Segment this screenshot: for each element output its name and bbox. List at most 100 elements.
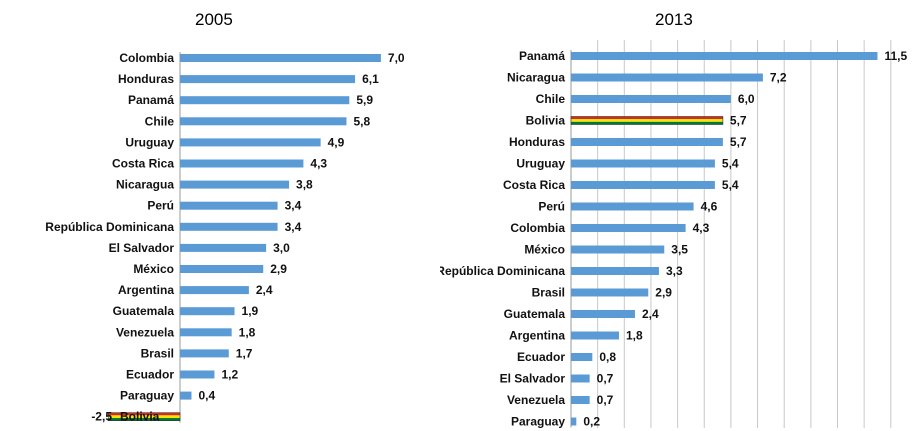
value-label-guatemala: 2,4	[642, 307, 659, 321]
category-label-republica-dominicana: República Dominicana	[440, 264, 565, 278]
value-label-ecuador: 1,2	[221, 368, 238, 382]
value-label-colombia: 4,3	[693, 221, 710, 235]
category-label-bolivia: Bolivia	[120, 410, 160, 424]
category-label-colombia: Colombia	[119, 51, 174, 65]
category-label-chile: Chile	[145, 114, 175, 128]
bar-brasil	[180, 349, 229, 358]
chart-title-2013: 2013	[655, 10, 693, 29]
value-label-argentina: 1,8	[626, 329, 643, 343]
bar-el-salvador	[180, 243, 267, 252]
value-label-costa-rica: 4,3	[310, 157, 327, 171]
value-label-brasil: 1,7	[236, 346, 253, 360]
category-label-argentina: Argentina	[509, 329, 565, 343]
value-label-honduras: 6,1	[362, 72, 379, 86]
value-label-uruguay: 4,9	[328, 135, 345, 149]
category-label-el-salvador: El Salvador	[500, 372, 566, 386]
bar-panama	[571, 52, 878, 60]
bar-ecuador	[180, 370, 215, 379]
category-label-mexico: México	[133, 262, 174, 276]
category-label-brasil: Brasil	[532, 286, 565, 300]
value-label-argentina: 2,4	[256, 283, 273, 297]
value-label-el-salvador: 3,0	[273, 241, 290, 255]
value-label-panama: 5,9	[356, 93, 373, 107]
bar-colombia	[180, 54, 381, 62]
category-label-venezuela: Venezuela	[116, 325, 174, 339]
bar-nicaragua	[571, 73, 763, 82]
bar-bolivia-flag-stripe	[571, 116, 723, 120]
value-label-mexico: 3,5	[671, 243, 688, 257]
bar-mexico	[571, 245, 665, 254]
category-label-costa-rica: Costa Rica	[112, 157, 174, 171]
category-label-venezuela: Venezuela	[507, 393, 565, 407]
category-label-paraguay: Paraguay	[511, 415, 565, 429]
category-label-uruguay: Uruguay	[125, 135, 174, 149]
category-label-uruguay: Uruguay	[516, 157, 565, 171]
category-label-honduras: Honduras	[118, 72, 174, 86]
value-label-republica-dominicana: 3,4	[285, 220, 302, 234]
category-label-panama: Panamá	[128, 93, 174, 107]
value-label-bolivia: -2,5	[91, 410, 112, 424]
bar-uruguay	[180, 138, 321, 147]
bar-nicaragua	[180, 180, 290, 189]
value-label-el-salvador: 0,7	[597, 372, 614, 386]
chart-title-2005: 2005	[195, 10, 233, 29]
value-label-mexico: 2,9	[270, 262, 287, 276]
category-label-chile: Chile	[536, 92, 566, 106]
category-label-nicaragua: Nicaragua	[116, 178, 174, 192]
category-label-honduras: Honduras	[509, 135, 565, 149]
category-label-ecuador: Ecuador	[517, 350, 565, 364]
bar-colombia	[571, 224, 686, 232]
bar-chile	[571, 95, 731, 103]
bar-panama	[180, 96, 350, 105]
bar-argentina	[180, 286, 249, 295]
bar-mexico	[180, 265, 264, 273]
value-label-chile: 6,0	[738, 92, 755, 106]
value-label-colombia: 7,0	[388, 51, 405, 65]
value-label-nicaragua: 7,2	[770, 71, 787, 85]
value-label-chile: 5,8	[353, 114, 370, 128]
bar-brasil	[571, 288, 649, 297]
chart-2013: 2013 Panamá 11,5 Nicaragua 7,2 Chile 6,0 Boliv…	[440, 0, 917, 431]
value-label-venezuela: 0,7	[597, 393, 614, 407]
category-label-ecuador: Ecuador	[126, 368, 174, 382]
bar-bolivia	[570, 116, 724, 125]
category-label-paraguay: Paraguay	[120, 389, 174, 403]
bar-bolivia-flag-stripe	[571, 119, 723, 122]
bar-costa-rica	[571, 181, 715, 189]
bar-guatemala	[180, 307, 235, 316]
value-label-guatemala: 1,9	[242, 304, 259, 318]
category-label-argentina: Argentina	[118, 283, 174, 297]
value-label-republica-dominicana: 3,3	[666, 264, 683, 278]
bar-paraguay	[180, 391, 192, 400]
bar-venezuela	[571, 396, 590, 404]
chart-2005: 2005 Colombia 7,0 Honduras 6,1 Panamá 5,9 Chil…	[0, 0, 440, 431]
bar-honduras	[180, 75, 356, 84]
chart-2013-plot: Panamá 11,5 Nicaragua 7,2 Chile 6,0 Bolivia 5,7…	[440, 40, 907, 429]
chart-2005-plot: Colombia 7,0 Honduras 6,1 Panamá 5,9 Chile 5,8 U…	[45, 51, 405, 424]
value-label-ecuador: 0,8	[599, 350, 616, 364]
bar-bolivia-flag-stripe	[108, 418, 180, 421]
bar-bolivia-flag-stripe	[108, 412, 180, 416]
bar-venezuela	[180, 328, 232, 337]
bar-chile	[180, 117, 347, 126]
value-label-paraguay: 0,4	[198, 389, 215, 403]
bar-argentina	[571, 331, 619, 340]
category-label-republica-dominicana: República Dominicana	[45, 220, 174, 234]
category-label-guatemala: Guatemala	[504, 307, 566, 321]
value-label-brasil: 2,9	[655, 286, 672, 300]
category-label-brasil: Brasil	[141, 346, 174, 360]
category-label-peru: Perú	[538, 200, 565, 214]
bar-peru	[180, 201, 278, 210]
value-label-panama: 11,5	[884, 49, 907, 63]
category-label-colombia: Colombia	[510, 221, 565, 235]
value-label-honduras: 5,7	[730, 135, 747, 149]
value-label-peru: 3,4	[285, 199, 302, 213]
bar-uruguay	[571, 159, 715, 168]
category-label-el-salvador: El Salvador	[109, 241, 175, 255]
value-label-uruguay: 5,4	[722, 157, 739, 171]
value-label-venezuela: 1,8	[239, 325, 256, 339]
bar-peru	[571, 202, 694, 211]
bar-bolivia-flag-stripe	[108, 415, 180, 419]
bar-ecuador	[571, 353, 593, 361]
value-label-costa-rica: 5,4	[722, 178, 739, 192]
